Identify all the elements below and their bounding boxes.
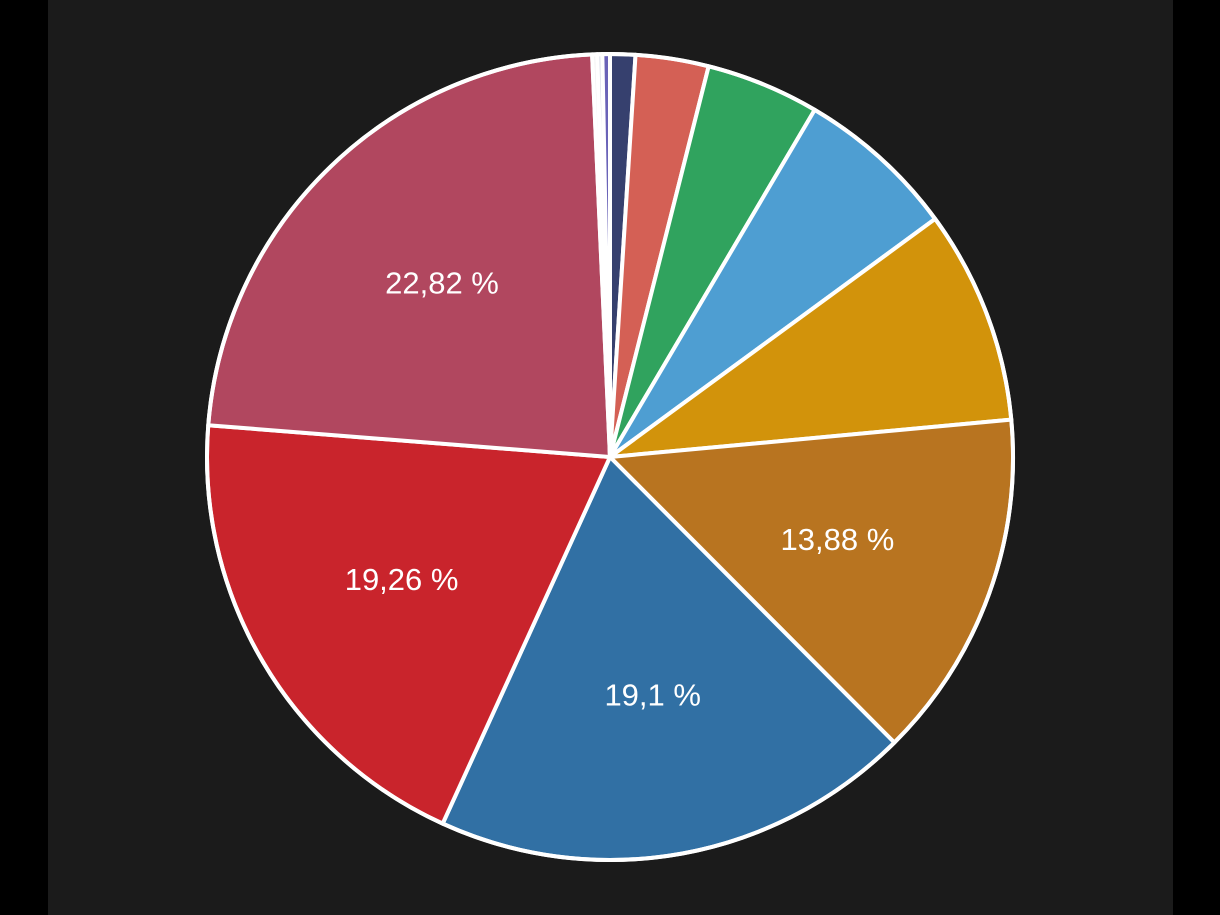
pie-slice-label-5: 13,88 % <box>781 522 895 557</box>
pie-outline <box>205 52 1015 862</box>
pie-slice-label-8: 22,82 % <box>385 266 499 301</box>
pie-slice-8 <box>206 52 612 459</box>
pie-slice-label-6: 19,1 % <box>604 678 701 713</box>
pie-labels: 13,88 % 19,1 % 19,26 % 22,82 % <box>345 266 895 713</box>
pie-slices <box>205 51 1015 862</box>
pie-slice-label-7: 19,26 % <box>345 562 459 597</box>
